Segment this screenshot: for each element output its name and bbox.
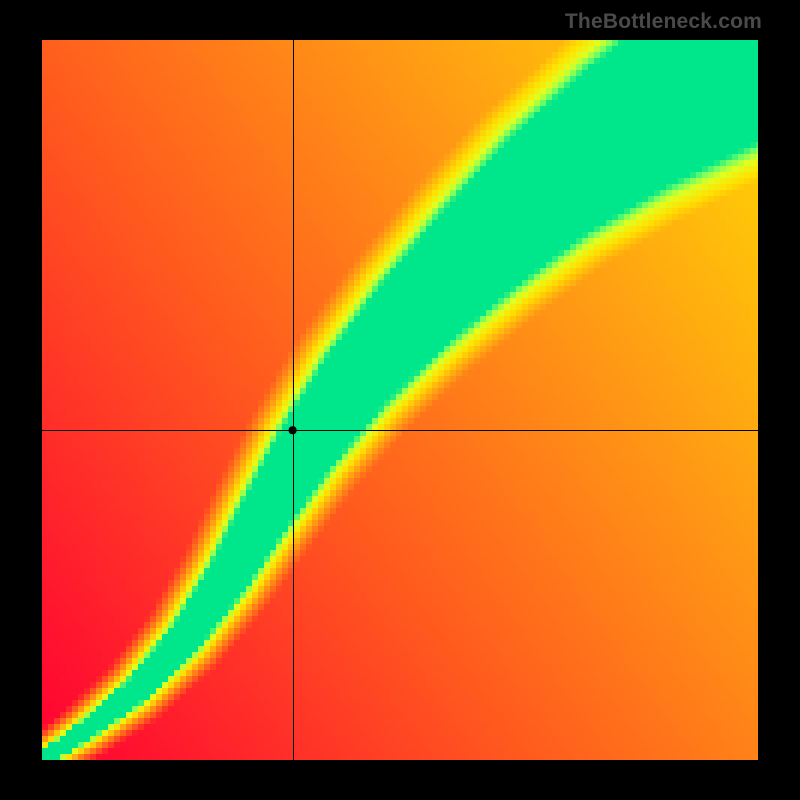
heatmap-plot <box>42 40 758 760</box>
chart-frame: TheBottleneck.com <box>0 0 800 800</box>
watermark-text: TheBottleneck.com <box>565 10 762 34</box>
heatmap-canvas <box>42 40 758 760</box>
